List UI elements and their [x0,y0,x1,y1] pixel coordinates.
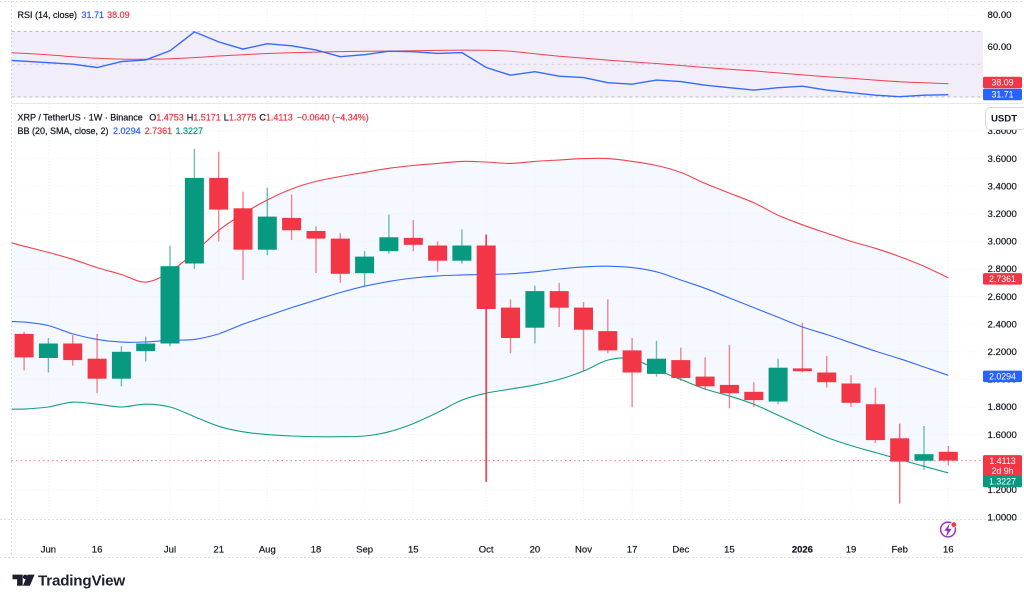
svg-text:USDT: USDT [991,114,1017,125]
svg-text:1.4113: 1.4113 [989,456,1015,466]
svg-text:31.71: 31.71 [991,90,1013,100]
svg-text:2.7361: 2.7361 [989,274,1016,284]
svg-text:16: 16 [943,545,954,556]
svg-text:17: 17 [627,545,638,556]
svg-text:1.6000: 1.6000 [988,430,1017,441]
svg-text:1.8000: 1.8000 [988,402,1017,413]
svg-text:20: 20 [530,545,541,556]
svg-text:2.6000: 2.6000 [988,292,1017,303]
svg-text:Sep: Sep [356,545,373,556]
svg-text:2.0294: 2.0294 [989,371,1016,381]
svg-text:15: 15 [724,545,735,556]
svg-text:15: 15 [408,545,419,556]
svg-text:1.0000: 1.0000 [988,513,1017,524]
svg-text:Feb: Feb [892,545,908,556]
svg-text:16: 16 [92,545,103,556]
svg-text:2.4000: 2.4000 [988,319,1017,330]
svg-text:18: 18 [311,545,322,556]
svg-text:60.00: 60.00 [988,42,1012,53]
svg-text:3.2000: 3.2000 [988,209,1017,220]
svg-text:3.0000: 3.0000 [988,237,1017,248]
svg-text:Nov: Nov [575,545,592,556]
svg-text:Dec: Dec [672,545,689,556]
svg-text:TradingView: TradingView [38,573,125,590]
svg-text:Jun: Jun [41,545,56,556]
svg-text:Jul: Jul [164,545,176,556]
svg-text:2d 9h: 2d 9h [991,466,1013,476]
svg-text:80.00: 80.00 [988,10,1012,21]
svg-text:2026: 2026 [792,545,813,556]
svg-text:1.3227: 1.3227 [989,477,1016,487]
svg-text:21: 21 [213,545,224,556]
svg-text:19: 19 [846,545,857,556]
svg-text:38.09: 38.09 [991,78,1013,88]
svg-text:Oct: Oct [479,545,494,556]
svg-text:3.4000: 3.4000 [988,181,1017,192]
svg-text:Aug: Aug [259,545,276,556]
svg-text:2.2000: 2.2000 [988,347,1017,358]
svg-text:3.6000: 3.6000 [988,154,1017,165]
svg-text:XRP / TetherUS · 1W · Binance: XRP / TetherUS · 1W · Binance O1.4753H1.… [18,113,369,123]
